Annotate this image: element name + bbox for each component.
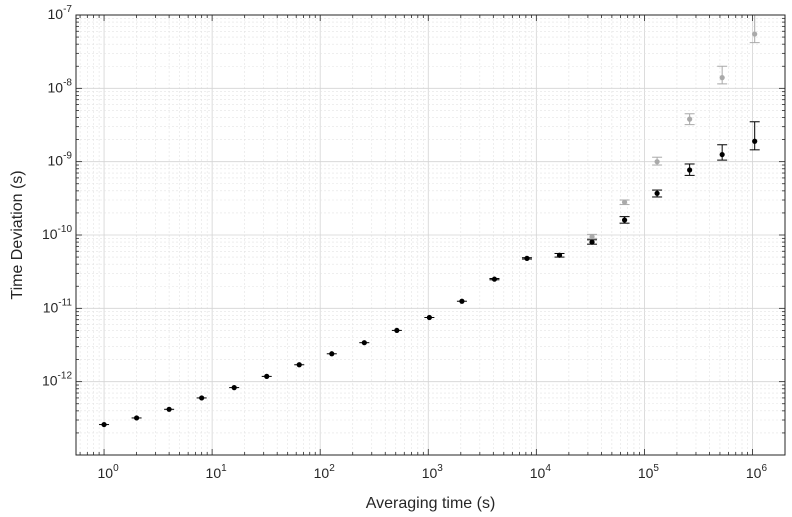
x-axis-title: Averaging time (s) (366, 495, 496, 512)
x-tick-label: 100 (97, 463, 119, 481)
y-tick-label: 10-11 (43, 297, 73, 315)
y-tick-label: 10-8 (48, 77, 73, 95)
data-point (556, 252, 563, 258)
data-point (264, 373, 270, 379)
data-point (524, 255, 530, 261)
data-point (752, 138, 758, 144)
data-point (687, 167, 693, 173)
data-point (361, 340, 367, 346)
data-point (231, 385, 237, 391)
data-point (719, 151, 725, 158)
data-point (654, 190, 660, 196)
data-point (491, 276, 498, 282)
x-tick-label: 106 (746, 463, 768, 481)
data-point (329, 351, 335, 357)
x-tick-label: 103 (422, 463, 444, 481)
data-point (426, 314, 432, 321)
data-point (459, 298, 465, 304)
data-point (654, 159, 660, 165)
x-tick-label: 104 (530, 463, 552, 481)
data-point (719, 75, 725, 81)
y-axis-title: Time Deviation (s) (9, 170, 26, 299)
data-point (394, 327, 400, 334)
data-marks (99, 14, 760, 428)
y-tick-label: 10-9 (48, 151, 73, 169)
data-point (589, 234, 595, 240)
tick-labels: 100 101 102 103 104 105 106 10-12 10-11 10-10 10-9… (42, 4, 768, 481)
data-point (621, 199, 628, 205)
x-tick-label: 102 (314, 463, 336, 481)
series-1 (99, 121, 760, 428)
data-point (133, 415, 140, 421)
data-point (199, 395, 205, 401)
data-point (589, 239, 595, 245)
grid-lines (76, 14, 786, 456)
x-tick-label: 101 (206, 463, 228, 481)
data-point (621, 217, 628, 223)
plot-frame (75, 14, 786, 456)
y-tick-label: 10-10 (42, 224, 72, 242)
y-tick-label: 10-12 (42, 371, 72, 389)
data-point (752, 31, 758, 37)
series-0 (587, 14, 760, 240)
data-point (687, 116, 693, 122)
data-point (296, 362, 302, 368)
data-point (166, 406, 172, 412)
data-point (101, 421, 107, 428)
x-tick-label: 105 (638, 463, 660, 481)
y-tick-label: 10-7 (48, 4, 73, 22)
